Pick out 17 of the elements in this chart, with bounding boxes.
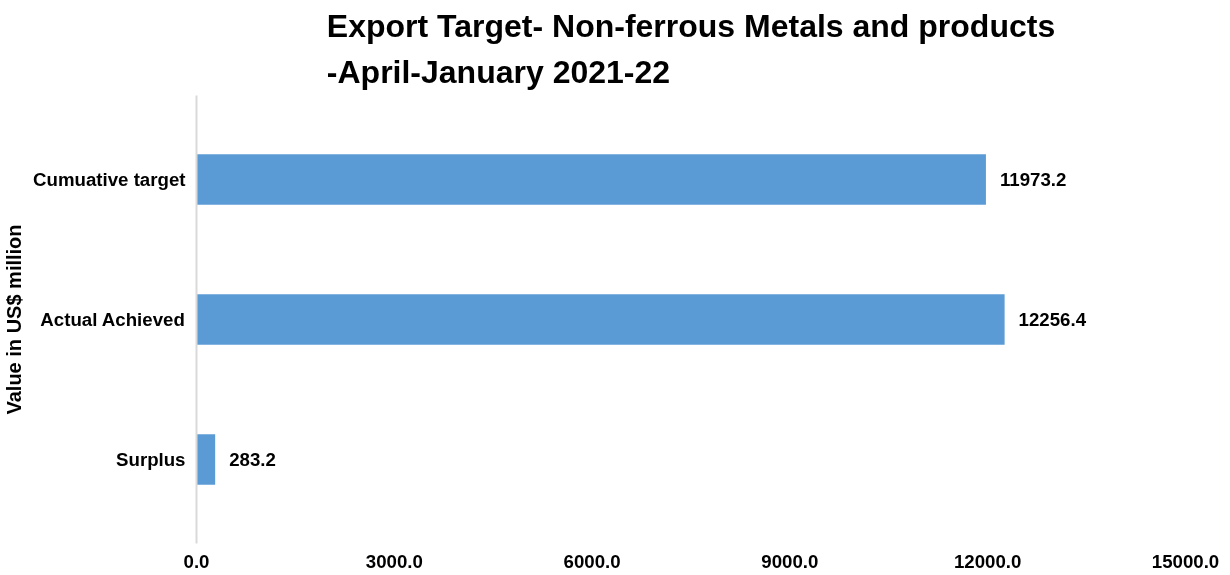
x-tick-label: 3000.0 — [365, 550, 423, 572]
chart-title: Export Target- Non-ferrous Metals and products -April-January 2021-22 — [326, 7, 1056, 91]
data-label: 12256.4 — [1018, 309, 1087, 330]
data-label: 11973.2 — [999, 169, 1067, 190]
x-tick-label: 6000.0 — [563, 550, 621, 572]
y-tick-label: Surplus — [116, 449, 186, 470]
data-label: 283.2 — [229, 449, 276, 470]
y-tick-label: Actual Achieved — [40, 309, 185, 330]
y-tick-label: Cumuative target — [33, 169, 186, 190]
x-tick-label: 15000.0 — [1151, 550, 1220, 572]
bar — [196, 434, 216, 485]
x-tick-label: 9000.0 — [761, 550, 819, 572]
y-axis-title: Value in US$ million — [3, 224, 26, 415]
x-tick-label: 0.0 — [183, 550, 210, 572]
bar — [196, 294, 1005, 345]
bar — [196, 154, 986, 205]
x-tick-label: 12000.0 — [953, 550, 1022, 572]
